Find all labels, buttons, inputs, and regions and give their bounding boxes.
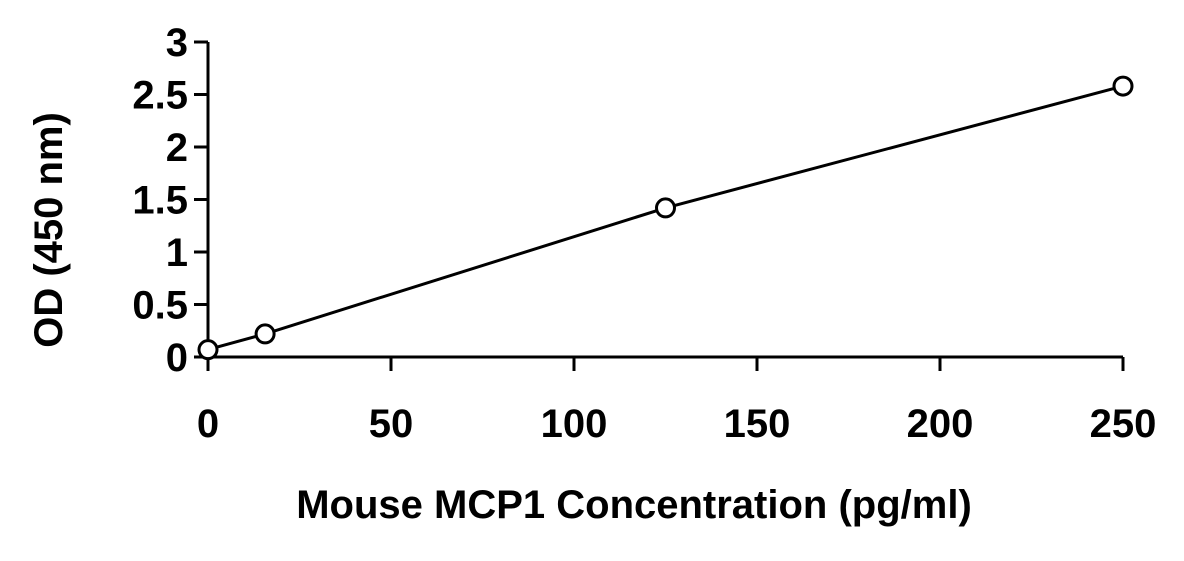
x-tick-label: 0 <box>197 402 219 446</box>
data-point <box>254 323 276 345</box>
y-axis-ticks: 0 0.5 1 1.5 2 2.5 3 <box>132 21 208 380</box>
y-tick-label: 0 <box>166 336 188 380</box>
y-tick-label: 3 <box>166 21 188 65</box>
x-tick-label: 250 <box>1090 402 1157 446</box>
data-point <box>1112 75 1134 97</box>
x-tick-label: 200 <box>907 402 974 446</box>
y-tick-label: 1 <box>166 231 188 275</box>
x-tick-label: 100 <box>541 402 608 446</box>
x-axis-title: Mouse MCP1 Concentration (pg/ml) <box>296 483 972 527</box>
x-axis-ticks: 0 50 100 150 200 250 <box>197 357 1157 446</box>
x-tick-label: 50 <box>369 402 414 446</box>
data-point <box>655 197 676 219</box>
y-tick-label: 2 <box>166 126 188 170</box>
x-tick-label: 150 <box>724 402 791 446</box>
y-tick-label: 0.5 <box>132 284 188 328</box>
y-tick-label: 2.5 <box>132 74 188 118</box>
y-axis-title: OD (450 nm) <box>27 112 71 348</box>
data-point <box>197 339 219 361</box>
fit-line <box>207 84 1124 352</box>
data-points <box>197 75 1134 361</box>
y-tick-label: 1.5 <box>132 179 188 223</box>
